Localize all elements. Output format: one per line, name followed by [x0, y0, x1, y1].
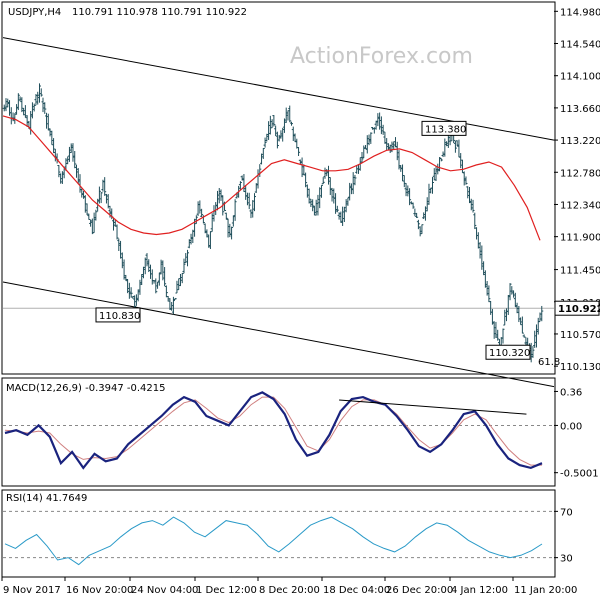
time-tick-label: 24 Nov 04:00 — [131, 585, 198, 596]
macd-main-line — [4, 391, 543, 470]
macd-tick-label: 0.00 — [560, 421, 582, 432]
price-axis: 114.980 114.540 114.100 113.660 113.220 112.7… — [554, 7, 600, 373]
price-tick-label: 110.570 — [560, 330, 600, 341]
time-tick-label: 8 Dec 20:00 — [259, 585, 320, 596]
macd-tick-label: -0.5001 — [560, 469, 599, 480]
macd-tick-label: 0.36 — [560, 387, 582, 398]
price-tick-label: 114.100 — [560, 72, 600, 83]
moving-average-path — [2, 115, 541, 241]
rsi-tick-label: 70 — [560, 507, 573, 518]
annotation-label: 110.320 — [489, 348, 530, 359]
price-tick-label: 111.900 — [560, 233, 600, 244]
current-price-label: 110.922 — [558, 304, 600, 315]
rsi-tick-label: 30 — [560, 554, 573, 565]
symbol-label: USDJPY,H4 — [8, 7, 61, 18]
time-tick-label: 1 Dec 12:00 — [196, 585, 257, 596]
channel-lower-line — [2, 281, 555, 388]
macd-label: MACD(12,26,9) -0.3947 -0.4215 — [6, 383, 166, 394]
rsi-panel[interactable] — [1, 489, 556, 578]
watermark: ActionForex.com — [290, 44, 473, 69]
price-tick-label: 112.340 — [560, 200, 600, 211]
time-tick-label: 18 Dec 04:00 — [323, 585, 390, 596]
annotation-box — [95, 307, 141, 323]
macd-signal-line — [4, 396, 542, 466]
rsi-line: 70 30 — [3, 507, 573, 566]
time-tick-label: 9 Nov 2017 — [3, 585, 61, 596]
macd-panel[interactable] — [1, 377, 556, 487]
annotation-label: 113.380 — [425, 124, 466, 135]
price-tick-label: 111.450 — [560, 266, 600, 277]
price-tick-label: 114.540 — [560, 40, 600, 51]
price-panel[interactable] — [1, 1, 556, 375]
time-tick-label: 4 Jan 12:00 — [451, 585, 508, 596]
time-tick-label: 26 Dec 20:00 — [386, 585, 453, 596]
time-tick-label: 16 Nov 20:00 — [66, 585, 133, 596]
price-tick-label: 110.130 — [560, 362, 600, 373]
price-tick-label: 113.660 — [560, 104, 600, 115]
moving-average-line — [2, 115, 541, 241]
current-price-box — [554, 300, 600, 316]
ohlc-readout: 110.791 110.978 110.791 110.922 — [72, 7, 247, 18]
macd-lines: 0.36 0.00 -0.5001 — [3, 387, 599, 480]
rsi-label: RSI(14) 41.7649 — [6, 493, 87, 504]
annotation-box — [421, 120, 467, 136]
price-tick-label: 113.220 — [560, 136, 600, 147]
annotation-label: 61.8 — [538, 357, 560, 368]
rsi-path — [4, 516, 543, 566]
price-annotations: 113.380 110.830 110.320 61.8 — [95, 120, 560, 368]
time-tick-label: 11 Jan 20:00 — [514, 585, 577, 596]
annotation-box — [485, 344, 531, 360]
price-tick-label: 112.780 — [560, 168, 600, 179]
annotation-label: 110.830 — [99, 311, 140, 322]
price-bars — [2, 83, 544, 363]
macd-divergence-line — [339, 399, 527, 415]
price-tick-label: 114.980 — [560, 7, 600, 18]
